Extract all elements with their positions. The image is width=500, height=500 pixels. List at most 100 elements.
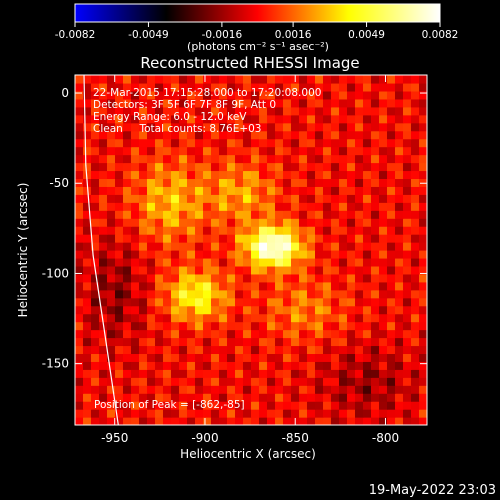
- heatmap-cell: [83, 385, 92, 394]
- heatmap-cell: [163, 242, 172, 251]
- heatmap-cell: [75, 417, 84, 425]
- heatmap-cell: [419, 250, 427, 259]
- heatmap-cell: [91, 337, 100, 347]
- heatmap-cell: [211, 353, 220, 362]
- heatmap-cell: [323, 345, 332, 355]
- heatmap-cell: [179, 417, 188, 425]
- heatmap-cell: [331, 361, 340, 370]
- heatmap-cell: [323, 297, 332, 307]
- heatmap-cell: [75, 122, 84, 132]
- heatmap-cell: [275, 250, 284, 259]
- heatmap-cell: [347, 218, 356, 227]
- heatmap-cell: [347, 90, 356, 100]
- heatmap-cell: [91, 178, 100, 187]
- heatmap-cell: [411, 329, 420, 339]
- heatmap-cell: [187, 281, 196, 291]
- heatmap-cell: [315, 361, 324, 370]
- heatmap-cell: [291, 273, 300, 283]
- heatmap-cell: [147, 202, 156, 211]
- heatmap-cell: [139, 313, 148, 323]
- heatmap-cell: [259, 218, 268, 227]
- heatmap-cell: [331, 401, 340, 410]
- heatmap-cell: [363, 242, 372, 251]
- heatmap-cell: [171, 409, 180, 418]
- heatmap-cell: [315, 234, 324, 243]
- heatmap-cell: [291, 202, 300, 211]
- heatmap-cell: [107, 393, 116, 402]
- heatmap-cell: [355, 90, 364, 100]
- heatmap-cell: [163, 194, 172, 203]
- heatmap-cell: [323, 409, 332, 418]
- heatmap-cell: [211, 242, 220, 251]
- heatmap-cell: [99, 281, 108, 291]
- heatmap-cell: [75, 385, 84, 394]
- heatmap-cell: [123, 257, 132, 267]
- heatmap-cell: [155, 202, 164, 211]
- heatmap-cell: [139, 265, 148, 275]
- heatmap-cell: [123, 393, 132, 402]
- heatmap-cell: [251, 226, 260, 235]
- heatmap-cell: [299, 202, 308, 211]
- heatmap-cell: [283, 281, 292, 291]
- heatmap-cell: [187, 186, 196, 195]
- heatmap-cell: [203, 250, 212, 259]
- heatmap-cell: [379, 130, 388, 140]
- heatmap-cell: [147, 393, 156, 402]
- heatmap-cell: [323, 234, 332, 243]
- heatmap-cell: [251, 393, 260, 402]
- heatmap-cell: [179, 409, 188, 418]
- heatmap-cell: [243, 234, 252, 243]
- heatmap-cell: [131, 377, 140, 386]
- heatmap-cell: [251, 202, 260, 211]
- heatmap-cell: [275, 361, 284, 370]
- heatmap-cell: [107, 122, 116, 132]
- heatmap-cell: [275, 345, 284, 355]
- heatmap-cell: [307, 321, 316, 331]
- heatmap-cell: [307, 313, 316, 323]
- heatmap-cell: [91, 393, 100, 402]
- heatmap-cell: [371, 321, 380, 331]
- heatmap-cell: [387, 138, 396, 148]
- heatmap-cell: [123, 313, 132, 323]
- heatmap-cell: [307, 265, 316, 275]
- heatmap-cell: [347, 345, 356, 355]
- heatmap-cell: [387, 186, 396, 195]
- heatmap-cell: [347, 289, 356, 299]
- heatmap-cell: [331, 353, 340, 362]
- heatmap-cell: [139, 178, 148, 187]
- heatmap-cell: [395, 75, 404, 84]
- heatmap-cell: [243, 170, 252, 180]
- heatmap-cell: [267, 250, 276, 259]
- heatmap-cell: [211, 321, 220, 331]
- heatmap-cell: [235, 178, 244, 187]
- heatmap-cell: [99, 345, 108, 355]
- heatmap-cell: [115, 401, 124, 410]
- heatmap-cell: [227, 281, 236, 291]
- heatmap-cell: [267, 178, 276, 187]
- heatmap-cell: [163, 218, 172, 227]
- heatmap-cell: [387, 226, 396, 235]
- heatmap-cell: [99, 114, 108, 124]
- heatmap-cell: [115, 146, 124, 156]
- heatmap-cell: [379, 162, 388, 172]
- heatmap-cell: [371, 361, 380, 370]
- heatmap-cell: [323, 130, 332, 140]
- heatmap-cell: [155, 162, 164, 172]
- heatmap-cell: [347, 385, 356, 394]
- heatmap-cell: [299, 393, 308, 402]
- heatmap-cell: [195, 218, 204, 227]
- heatmap-cell: [291, 186, 300, 195]
- heatmap-cell: [155, 122, 164, 132]
- heatmap-cell: [331, 194, 340, 203]
- heatmap-cell: [99, 377, 108, 386]
- heatmap-cell: [355, 393, 364, 402]
- heatmap-cell: [99, 186, 108, 195]
- heatmap-cell: [211, 417, 220, 425]
- annotation-block: 22-Mar-2015 17:15:28.000 to 17:20:08.000…: [93, 87, 321, 135]
- heatmap-cell: [323, 146, 332, 156]
- heatmap-cell: [115, 297, 124, 307]
- heatmap-cell: [195, 281, 204, 291]
- heatmap-cell: [283, 242, 292, 251]
- heatmap-cell: [235, 162, 244, 172]
- heatmap-cell: [227, 313, 236, 323]
